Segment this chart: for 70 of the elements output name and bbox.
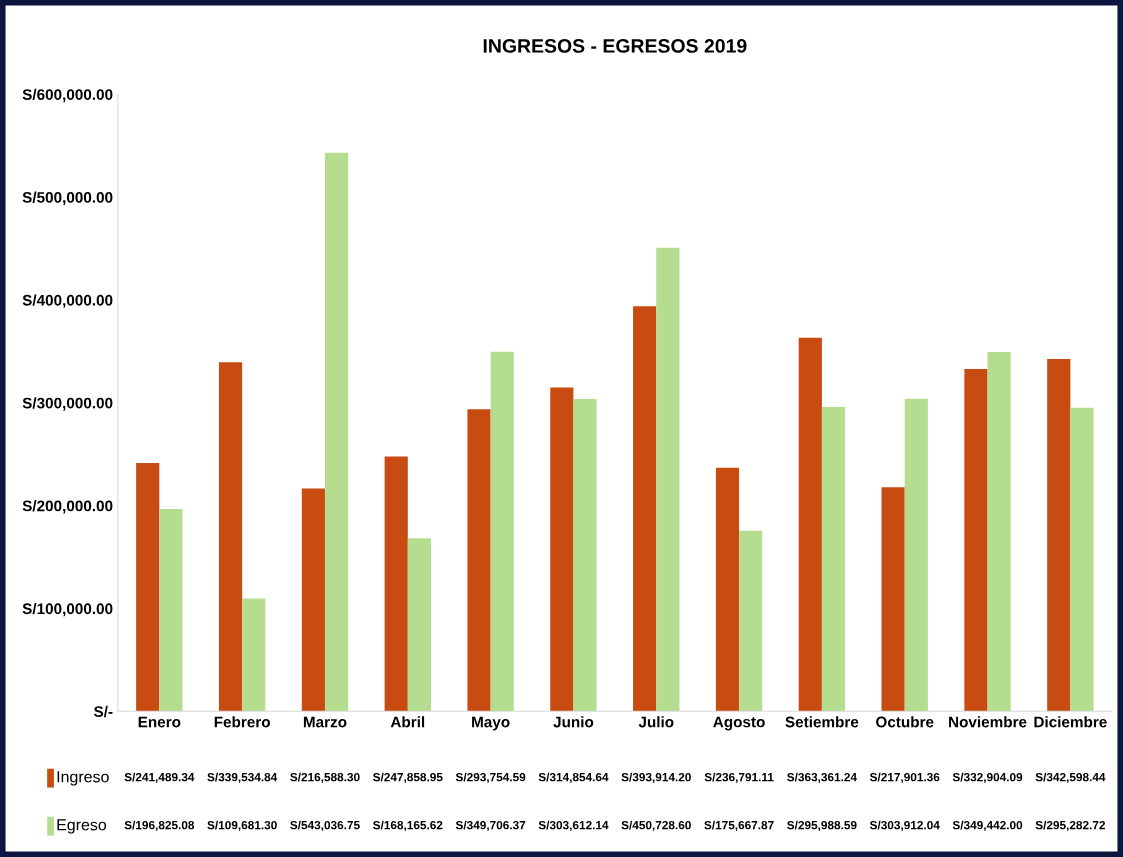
data-label: S/293,754.59 bbox=[455, 772, 526, 784]
bar bbox=[384, 456, 408, 712]
bar bbox=[1070, 407, 1094, 712]
bar bbox=[467, 409, 491, 712]
data-label: S/303,612.14 bbox=[538, 820, 609, 832]
data-label: S/363,361.24 bbox=[787, 772, 857, 784]
data-label: S/196,825.08 bbox=[124, 820, 195, 832]
data-label: S/314,854.64 bbox=[538, 772, 609, 784]
x-tick-label: Enero bbox=[138, 716, 181, 728]
bar bbox=[633, 306, 657, 712]
data-label: S/236,791.11 bbox=[704, 772, 774, 784]
data-label: S/109,681.30 bbox=[207, 820, 277, 832]
bar bbox=[739, 530, 763, 712]
bar bbox=[821, 406, 846, 712]
bar bbox=[550, 387, 574, 712]
y-tick-label: S/300,000.00 bbox=[22, 397, 113, 411]
x-tick-label: Noviembre bbox=[949, 716, 1027, 728]
x-tick-label: Junio bbox=[553, 716, 594, 728]
data-label: S/393,914.20 bbox=[621, 772, 691, 784]
data-label: S/247,858.95 bbox=[373, 772, 443, 784]
x-tick-label: Mayo bbox=[472, 716, 510, 731]
x-tick-label: Octubre bbox=[876, 716, 934, 728]
data-label: S/450,728.60 bbox=[621, 820, 691, 832]
legend-label: Egreso bbox=[57, 819, 107, 834]
x-tick-label: Febrero bbox=[214, 716, 270, 728]
y-tick-label: S/200,000.00 bbox=[22, 500, 113, 514]
data-label: S/241,489.34 bbox=[124, 772, 195, 784]
data-label: S/349,442.00 bbox=[952, 820, 1023, 832]
data-label: S/295,988.59 bbox=[787, 820, 857, 832]
x-tick-label: Marzo bbox=[303, 716, 347, 728]
x-tick-label: Diciembre bbox=[1034, 716, 1107, 728]
data-label: S/303,912.04 bbox=[869, 820, 940, 832]
data-label: S/339,534.84 bbox=[207, 772, 278, 784]
bar bbox=[242, 598, 266, 712]
bar bbox=[656, 247, 680, 712]
bar bbox=[1047, 358, 1071, 712]
bar bbox=[987, 351, 1011, 712]
bar bbox=[904, 398, 928, 712]
bar bbox=[324, 152, 349, 712]
bar bbox=[490, 351, 514, 712]
y-tick-label: S/500,000.00 bbox=[22, 191, 113, 206]
data-label: S/342,598.44 bbox=[1035, 772, 1106, 784]
x-tick-label: Setiembre bbox=[785, 716, 859, 728]
bar bbox=[798, 337, 822, 712]
data-label: S/332,904.09 bbox=[952, 772, 1023, 784]
bar bbox=[218, 362, 243, 712]
data-label: S/349,706.37 bbox=[455, 820, 526, 832]
y-tick-label: S/100,000.00 bbox=[22, 602, 113, 617]
data-label: S/543,036.75 bbox=[290, 820, 360, 832]
x-tick-label: Abril bbox=[390, 716, 425, 728]
data-label: S/175,667.87 bbox=[704, 820, 774, 832]
legend-label: Ingreso bbox=[57, 771, 109, 786]
bar bbox=[301, 488, 325, 712]
y-tick-label: S/- bbox=[93, 705, 113, 718]
x-tick-label: Julio bbox=[638, 716, 674, 728]
y-tick-label: S/400,000.00 bbox=[22, 294, 113, 308]
bar bbox=[881, 487, 905, 712]
data-label: S/216,588.30 bbox=[290, 772, 360, 784]
data-label: S/217,901.36 bbox=[869, 772, 940, 784]
bar bbox=[159, 508, 183, 712]
bar bbox=[136, 462, 160, 712]
chart-title: INGRESOS - EGRESOS 2019 bbox=[483, 39, 747, 53]
bar bbox=[964, 368, 988, 712]
bar bbox=[407, 538, 431, 712]
x-tick-label: Agosto bbox=[713, 716, 765, 731]
data-label: S/168,165.62 bbox=[373, 820, 443, 832]
data-label: S/295,282.72 bbox=[1035, 820, 1106, 832]
bar bbox=[715, 467, 740, 712]
bar bbox=[573, 399, 597, 712]
y-tick-label: S/600,000.00 bbox=[22, 88, 113, 103]
